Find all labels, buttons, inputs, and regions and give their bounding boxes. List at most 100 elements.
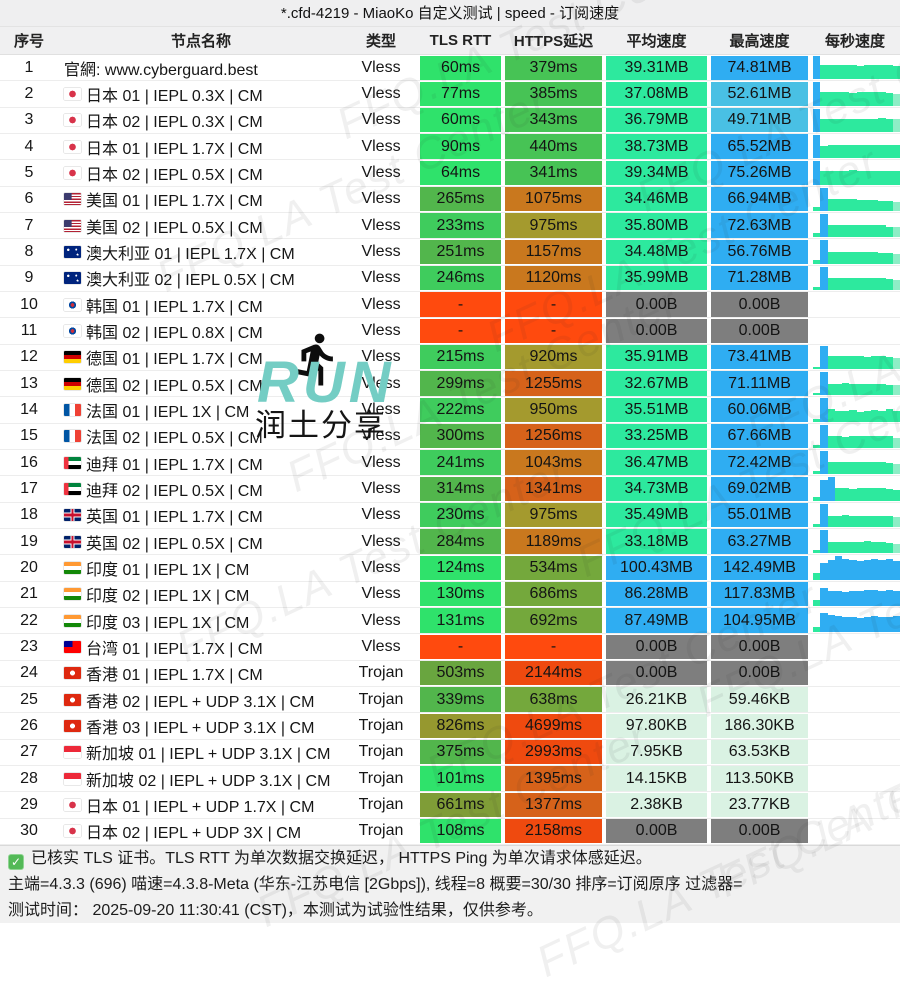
spark-bar — [834, 199, 842, 211]
node-name: 迪拜 02 | IEPL 0.5X | CM — [58, 476, 344, 501]
spark-bar — [842, 411, 850, 422]
spark-bar — [849, 199, 857, 211]
spark-bar — [856, 356, 864, 369]
spark-bar — [849, 170, 857, 185]
tls-rtt: 60ms — [420, 55, 501, 80]
speed-sparkline — [810, 108, 900, 133]
max-speed: 0.00B — [711, 661, 808, 686]
tls-rtt: 64ms — [420, 160, 501, 186]
node-name: 新加坡 02 | IEPL + UDP 3.1X | CM — [58, 766, 344, 791]
in-flag-icon — [64, 614, 81, 627]
speed-sparkline — [810, 503, 900, 528]
jp-flag-icon — [64, 140, 81, 153]
avg-speed: 0.00B — [606, 318, 707, 344]
https-latency: 975ms — [505, 213, 602, 238]
spark-bar — [827, 383, 835, 396]
sg-flag-icon — [64, 772, 81, 785]
tls-rtt: 90ms — [420, 134, 501, 159]
node-name: 美国 02 | IEPL 0.5X | CM — [58, 213, 344, 238]
spark-bar — [885, 253, 893, 264]
table-row: 11 韩国 02 | IEPL 0.8X | CM Vless - -0.00B 0.00… — [0, 318, 900, 345]
spark-bar — [863, 65, 871, 80]
table-row: 8 澳大利亚 01 | IEPL 1.7X | CM Vless 251ms 1157m… — [0, 239, 900, 266]
spark-bar — [856, 590, 864, 606]
node-name: 日本 02 | IEPL + UDP 3X | CM — [58, 819, 344, 844]
spark-bar — [885, 409, 893, 422]
table-row: 18 英国 01 | IEPL 1.7X | CM Vless 230ms 975ms 3… — [0, 502, 900, 529]
spark-bar — [885, 65, 893, 80]
tls-rtt: 233ms — [420, 213, 501, 238]
spark-bar — [820, 65, 828, 80]
row-index: 4 — [24, 137, 34, 155]
tls-rtt: - — [420, 292, 501, 317]
https-latency: 2144ms — [505, 661, 602, 686]
spark-bar — [834, 277, 842, 290]
tls-rtt: 77ms — [420, 81, 501, 107]
spark-bar — [878, 462, 886, 475]
max-speed: 0.00B — [711, 318, 808, 344]
node-name-label: 澳大利亚 02 | IEPL 0.5X | CM — [86, 272, 295, 290]
node-type: Vless — [361, 190, 401, 208]
node-name: 香港 01 | IEPL 1.7X | CM — [58, 661, 344, 686]
tls-rtt: 284ms — [420, 529, 501, 554]
spark-bar — [820, 146, 828, 159]
tls-rtt: 230ms — [420, 503, 501, 528]
spark-bar — [856, 462, 864, 475]
spark-bar — [849, 515, 857, 527]
spark-bar — [827, 462, 835, 475]
spark-bar — [813, 134, 821, 159]
spark-bar — [871, 356, 879, 369]
avg-speed: 87.49MB — [606, 608, 707, 633]
node-type: Vless — [361, 637, 401, 655]
avg-speed: 33.18MB — [606, 529, 707, 554]
spark-bar — [878, 616, 886, 633]
row-index: 11 — [20, 321, 38, 339]
speed-sparkline — [810, 187, 900, 212]
spark-bar — [871, 488, 879, 501]
spark-bar — [813, 366, 821, 369]
column-header-2: 类型 — [365, 33, 396, 50]
spark-bar — [842, 65, 850, 80]
node-type: Trojan — [358, 664, 404, 682]
spark-bar — [842, 278, 850, 290]
spark-bar — [878, 170, 886, 185]
speed-sparkline — [810, 713, 900, 738]
spark-bar — [878, 436, 886, 448]
spark-bar — [813, 524, 821, 527]
footer-test-time: 测试时间： 2025-09-20 11:30:41 (CST)，本测试为试验性结… — [8, 902, 543, 919]
row-index: 9 — [24, 269, 34, 287]
max-speed: 65.52MB — [711, 134, 808, 159]
spark-bar — [834, 383, 842, 396]
row-index: 29 — [20, 795, 38, 813]
spark-bar — [827, 541, 835, 554]
max-speed: 23.77KB — [711, 792, 808, 818]
node-type: Vless — [361, 295, 401, 313]
speed-sparkline — [810, 766, 900, 791]
table-row: 20 印度 01 | IEPL 1X | CM Vless 124ms 534ms 100… — [0, 555, 900, 582]
spark-bar — [885, 357, 893, 369]
https-latency: 1255ms — [505, 371, 602, 396]
avg-speed: 0.00B — [606, 819, 707, 844]
speed-sparkline — [810, 81, 900, 106]
column-header-6: 最高速度 — [729, 33, 790, 50]
spark-bar — [842, 591, 850, 606]
max-speed: 0.00B — [711, 292, 808, 317]
node-type: Vless — [361, 400, 401, 418]
row-index: 10 — [20, 295, 38, 313]
spark-bar — [871, 65, 879, 80]
spark-bar — [827, 409, 835, 422]
gb-flag-icon — [64, 535, 81, 548]
spark-bar — [827, 251, 835, 264]
speed-sparkline — [810, 740, 900, 765]
node-name: 澳大利亚 02 | IEPL 0.5X | CM — [58, 266, 344, 291]
spark-bar — [892, 590, 900, 606]
spark-bar — [856, 488, 864, 501]
node-name-label: 韩国 02 | IEPL 0.8X | CM — [86, 324, 263, 342]
spark-bar — [842, 488, 850, 501]
spark-bar — [892, 171, 900, 185]
node-type: Vless — [361, 321, 401, 339]
spark-bar — [834, 118, 842, 132]
node-name-label: 迪拜 02 | IEPL 0.5X | CM — [86, 482, 263, 500]
max-speed: 72.63MB — [711, 213, 808, 238]
row-index: 16 — [20, 453, 38, 471]
